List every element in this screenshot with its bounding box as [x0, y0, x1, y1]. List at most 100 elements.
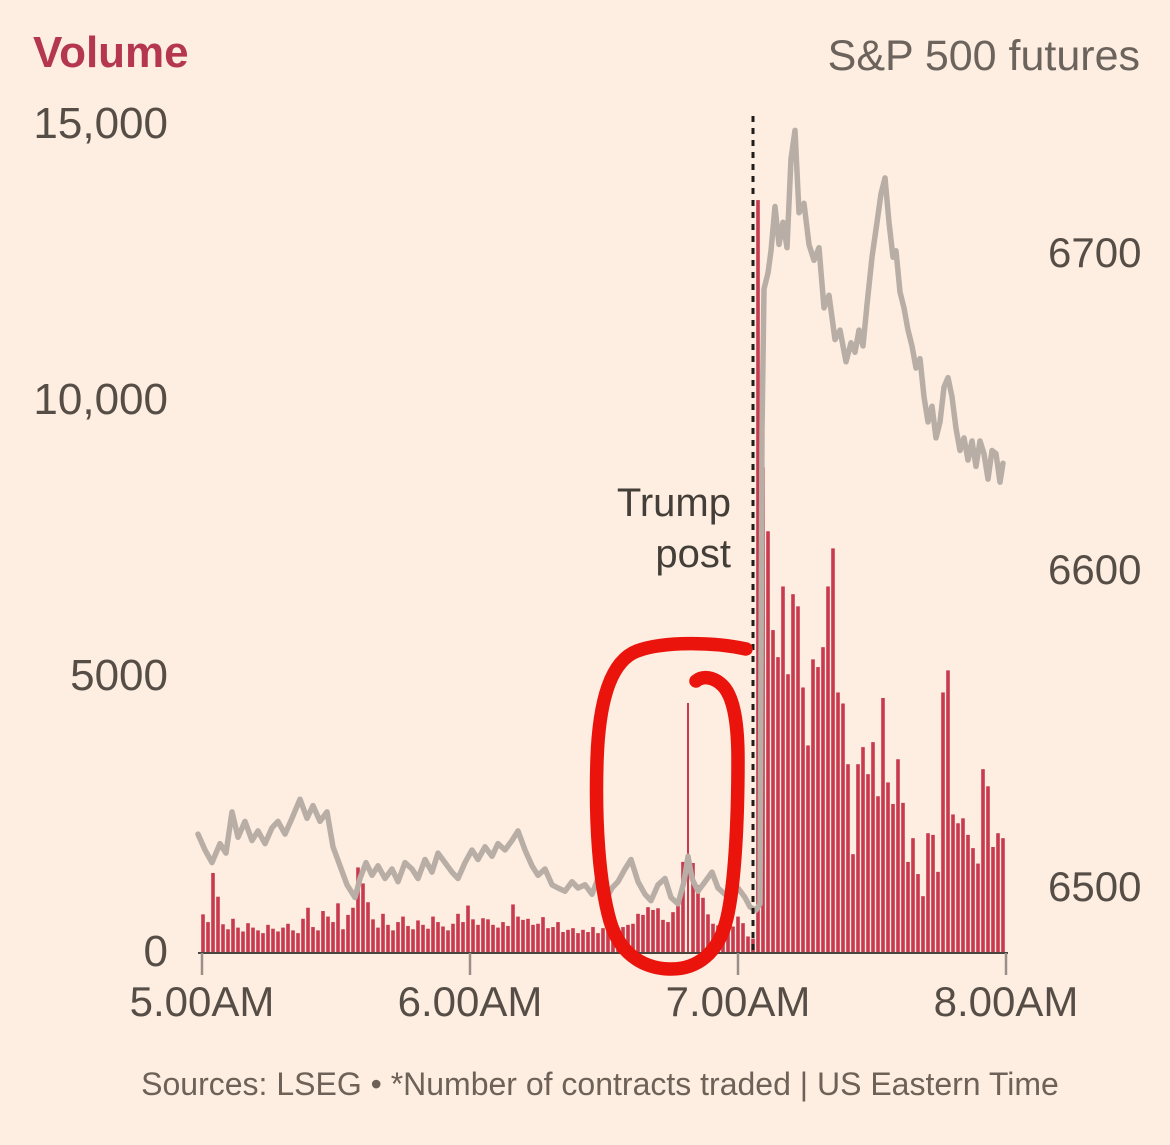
volume-bar	[826, 586, 830, 953]
volume-bar	[961, 818, 965, 953]
volume-bar	[526, 918, 530, 953]
volume-bar	[226, 929, 230, 953]
volume-bar	[626, 924, 630, 953]
volume-bar	[951, 814, 955, 953]
volume-bar	[336, 903, 340, 953]
volume-bar	[551, 927, 555, 953]
volume-bar	[296, 933, 300, 953]
volume-bar	[521, 919, 525, 953]
volume-bar	[386, 924, 390, 953]
volume-bar	[786, 674, 790, 953]
volume-bar	[261, 933, 265, 953]
volume-bar	[481, 918, 485, 953]
volume-bar	[687, 702, 689, 953]
volume-bar	[311, 927, 315, 953]
volume-axis-tick-label: 10,000	[33, 375, 168, 424]
volume-bar	[441, 926, 445, 953]
volume-bar	[641, 914, 645, 953]
volume-bar	[836, 692, 840, 953]
volume-bar	[1001, 838, 1005, 953]
volume-bar	[286, 923, 290, 953]
volume-bar	[276, 931, 280, 953]
volume-bar	[931, 834, 935, 953]
volume-bar	[696, 885, 700, 953]
volume-bar	[566, 929, 570, 953]
volume-bar	[706, 914, 710, 953]
volume-bar	[756, 200, 760, 953]
volume-bar	[461, 922, 465, 953]
volume-bar	[806, 745, 810, 953]
series-title-futures: S&P 500 futures	[827, 32, 1140, 80]
x-axis-tick-label: 5.00AM	[129, 978, 275, 1025]
volume-bar	[886, 782, 890, 953]
volume-bar	[581, 929, 585, 953]
volume-bar	[416, 920, 420, 953]
volume-bar	[746, 936, 750, 953]
volume-bar	[971, 848, 975, 953]
volume-bar	[301, 918, 305, 953]
volume-axis-tick-label: 0	[143, 927, 168, 976]
volume-bar	[576, 933, 580, 953]
volume-bar	[366, 902, 370, 953]
volume-bar	[321, 911, 325, 953]
volume-bar	[206, 922, 210, 953]
x-axis-tick-label: 7.00AM	[665, 978, 811, 1025]
volume-bar	[496, 927, 500, 953]
volume-bar	[896, 759, 900, 953]
volume-bar	[851, 854, 855, 953]
hand-drawn-circle-annotation	[589, 636, 753, 976]
volume-bar	[846, 764, 850, 953]
volume-bar	[426, 928, 430, 953]
volume-bar	[996, 833, 1000, 953]
volume-bar	[436, 922, 440, 953]
volume-bar	[376, 927, 380, 953]
volume-bar	[901, 802, 905, 953]
volume-bar	[536, 923, 540, 953]
volume-bar	[476, 924, 480, 953]
volume-bar	[831, 548, 835, 953]
volume-bar	[271, 928, 275, 953]
volume-bar	[731, 926, 735, 953]
page-title: Volume	[33, 28, 189, 77]
volume-bar	[466, 905, 470, 953]
volume-bar	[361, 883, 365, 953]
volume-bar	[656, 908, 660, 953]
volume-bar	[606, 927, 610, 953]
volume-bar	[986, 786, 990, 953]
price-axis-tick-label: 6600	[1048, 546, 1142, 594]
volume-bar	[431, 916, 435, 953]
volume-bar	[821, 647, 825, 953]
volume-bar	[651, 909, 655, 953]
volume-bar	[231, 918, 235, 953]
volume-bar	[561, 932, 565, 953]
volume-bar	[396, 922, 400, 953]
source-note: Sources: LSEG • *Number of contracts tra…	[141, 1066, 1059, 1102]
volume-bar	[766, 531, 770, 953]
volume-bar	[911, 838, 915, 953]
volume-bar	[556, 922, 560, 953]
volume-bar	[446, 930, 450, 953]
volume-bar	[571, 928, 575, 953]
volume-bar	[991, 847, 995, 953]
volume-bar	[351, 907, 355, 953]
volume-bar	[966, 834, 970, 953]
volume-bar	[236, 927, 240, 953]
volume-bar	[856, 764, 860, 953]
volume-bar	[741, 923, 745, 953]
volume-bar	[671, 912, 675, 953]
volume-bar	[841, 703, 845, 953]
volume-bar	[201, 914, 205, 953]
volume-bar	[776, 657, 780, 953]
volume-bar	[916, 874, 920, 953]
volume-bar	[701, 897, 705, 953]
volume-bar	[906, 861, 910, 953]
volume-bar	[771, 630, 775, 953]
volume-bar	[401, 916, 405, 953]
volume-bar	[486, 919, 490, 953]
volume-bar	[811, 659, 815, 953]
volume-bar	[411, 929, 415, 953]
volume-bar	[591, 927, 595, 953]
price-axis-tick-label: 6700	[1048, 229, 1142, 277]
volume-bar	[511, 904, 515, 953]
